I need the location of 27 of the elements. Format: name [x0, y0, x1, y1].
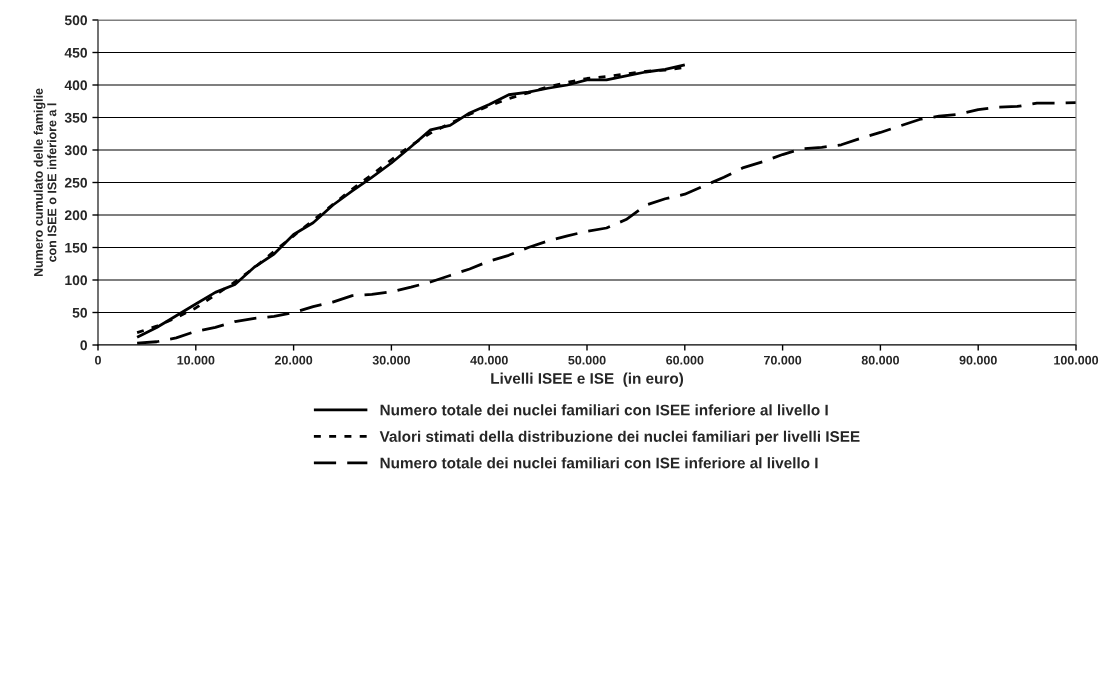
y-axis-title: Numero cumulato delle famiglie con ISEE o ISE inferiore a l: [33, 88, 57, 277]
y-tick-label: 0: [80, 340, 88, 351]
x-tick-label: 50.000: [568, 355, 606, 365]
x-tick-label: 10.000: [177, 355, 215, 365]
y-tick-label: 350: [64, 112, 88, 123]
legend-label: Numero totale dei nuclei familiari con ISE inferiore al livello I: [380, 457, 818, 469]
x-tick-label: 30.000: [372, 355, 411, 365]
y-tick-label: 250: [64, 177, 88, 188]
legend-label: Valori stimati della distribuzione dei nuclei familiari per livelli ISEE: [379, 430, 860, 445]
x-tick-label: 0: [95, 355, 101, 365]
y-tick-label: 100: [65, 275, 88, 286]
x-tick-label: 100.000: [1054, 355, 1099, 365]
y-tick-label: 300: [64, 145, 88, 156]
y-tick-label: 500: [64, 15, 88, 26]
x-tick-label: 90.000: [959, 355, 997, 365]
y-tick-label: 150: [65, 242, 88, 253]
x-tick-label: 60.000: [666, 355, 704, 365]
x-tick-label: 70.000: [764, 355, 802, 365]
x-tick-label: 80.000: [861, 355, 900, 365]
legend-label: Numero totale dei nuclei familiari con ISEE inferiore al livello I: [380, 404, 828, 416]
x-tick-label: 20.000: [274, 355, 313, 365]
y-tick-label: 450: [64, 47, 88, 58]
y-tick-label: 200: [64, 210, 88, 221]
y-tick-label: 400: [64, 80, 88, 91]
x-tick-label: 40.000: [470, 355, 508, 365]
x-axis-title: Livelli ISEE e ISE (in euro): [491, 372, 684, 387]
y-tick-label: 50: [72, 307, 88, 318]
